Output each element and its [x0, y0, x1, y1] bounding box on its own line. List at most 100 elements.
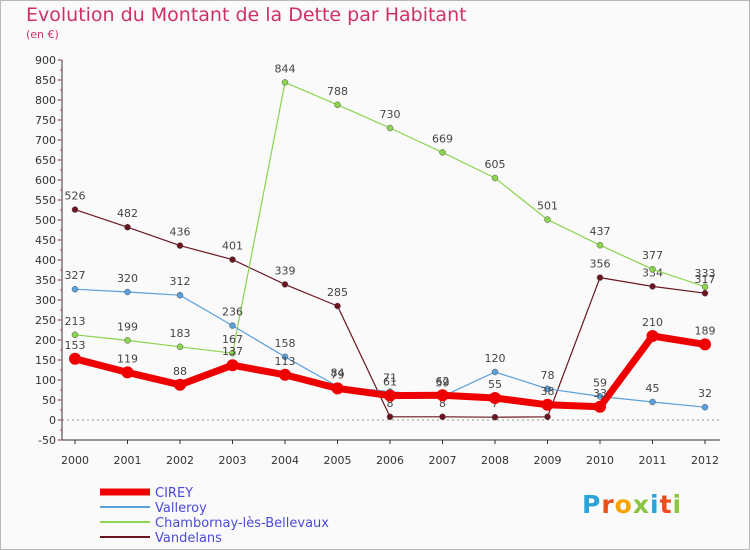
y-tick-label: 300 [35, 294, 56, 307]
data-point [491, 174, 499, 182]
data-point [541, 398, 554, 411]
data-point [386, 124, 394, 132]
data-point [384, 389, 396, 402]
data-label: 119 [117, 352, 138, 365]
data-point [701, 403, 709, 411]
y-tick-label: 400 [35, 254, 56, 267]
data-label: 88 [173, 365, 187, 378]
data-point [594, 400, 606, 413]
legend-item: Chambornay-lès-Bellevaux [100, 516, 329, 531]
data-point [71, 285, 79, 293]
data-label: 79 [331, 368, 345, 381]
y-tick-label: 450 [35, 234, 56, 247]
data-label: 356 [590, 258, 611, 271]
y-tick-label: 250 [35, 314, 56, 327]
data-label: 730 [380, 108, 401, 121]
y-tick-label: 650 [35, 154, 56, 167]
data-point [71, 206, 79, 213]
logo-letter: o [614, 490, 633, 519]
data-point [229, 256, 236, 263]
data-label: 199 [117, 320, 138, 333]
legend-label: Valleroy [155, 501, 207, 516]
x-tick-label: 2007 [429, 454, 457, 467]
data-point [281, 353, 289, 361]
data-point [489, 392, 501, 404]
data-point [386, 413, 394, 421]
y-tick-label: 700 [35, 134, 56, 147]
data-point [229, 322, 236, 329]
x-tick-label: 2009 [534, 454, 562, 467]
data-point [646, 330, 659, 342]
logo-letter: x [632, 490, 650, 519]
data-label: 788 [327, 85, 348, 98]
data-point [124, 337, 131, 344]
y-tick-label: 150 [35, 354, 56, 367]
data-point [69, 352, 81, 365]
data-label: 61 [383, 376, 397, 389]
data-label: 59 [436, 376, 450, 389]
data-label: 8 [387, 397, 394, 410]
data-point [174, 378, 186, 391]
x-tick-label: 2002 [166, 454, 194, 467]
data-point [649, 283, 656, 290]
y-tick-label: 0 [49, 414, 56, 427]
data-label: 526 [65, 190, 86, 203]
y-tick-label: 850 [35, 74, 56, 87]
data-label: 55 [488, 378, 502, 391]
data-label: 333 [695, 267, 716, 280]
data-point [176, 242, 184, 249]
y-tick-label: 350 [35, 274, 56, 287]
data-label: 320 [117, 272, 138, 285]
data-point [71, 331, 79, 339]
data-label: 377 [642, 249, 663, 262]
data-label: 189 [695, 324, 716, 337]
data-label: 78 [541, 369, 555, 382]
data-point [334, 101, 341, 109]
data-point [701, 283, 709, 291]
legend-item: Vandelans [100, 531, 222, 546]
x-tick-label: 2008 [481, 454, 509, 467]
data-point [596, 393, 604, 400]
y-tick-label: -50 [38, 434, 56, 447]
data-label: 45 [646, 382, 660, 395]
data-point [699, 338, 711, 351]
data-point [701, 289, 709, 297]
x-tick-label: 2000 [61, 454, 89, 467]
data-label: 158 [275, 337, 296, 350]
y-tick-label: 500 [35, 214, 56, 227]
data-point [491, 368, 499, 376]
data-label: 8 [439, 397, 446, 410]
data-label: 183 [170, 327, 191, 340]
logo-letter: i [650, 490, 660, 519]
x-tick-label: 2012 [691, 454, 719, 467]
data-label: 334 [642, 266, 663, 279]
data-label: 38 [541, 385, 555, 398]
data-label: 113 [275, 355, 296, 368]
data-point [124, 288, 131, 296]
y-tick-label: 200 [35, 334, 56, 347]
data-label: 71 [383, 372, 397, 385]
y-tick-label: 100 [35, 374, 56, 387]
data-label: 312 [170, 275, 191, 288]
legend-label: Vandelans [155, 531, 222, 546]
data-label: 605 [485, 158, 506, 171]
x-tick-label: 2010 [586, 454, 614, 467]
logo-letter: P [582, 490, 602, 519]
chart-title: Evolution du Montant de la Dette par Hab… [26, 4, 467, 26]
x-tick-label: 2004 [271, 454, 299, 467]
y-tick-label: 750 [35, 114, 56, 127]
series-vandelans: 526482436401339285887356334317 [65, 190, 716, 421]
x-tick-label: 2001 [114, 454, 142, 467]
y-tick-label: 550 [35, 194, 56, 207]
y-tick-label: 800 [35, 94, 56, 107]
data-point [436, 389, 449, 402]
data-label: 437 [590, 225, 611, 238]
data-label: 436 [170, 226, 191, 239]
data-label: 501 [537, 200, 558, 213]
x-tick-label: 2006 [376, 454, 404, 467]
data-label: 120 [485, 352, 506, 365]
x-tick-label: 2005 [324, 454, 352, 467]
y-tick-label: 50 [42, 394, 56, 407]
data-point [544, 216, 551, 223]
